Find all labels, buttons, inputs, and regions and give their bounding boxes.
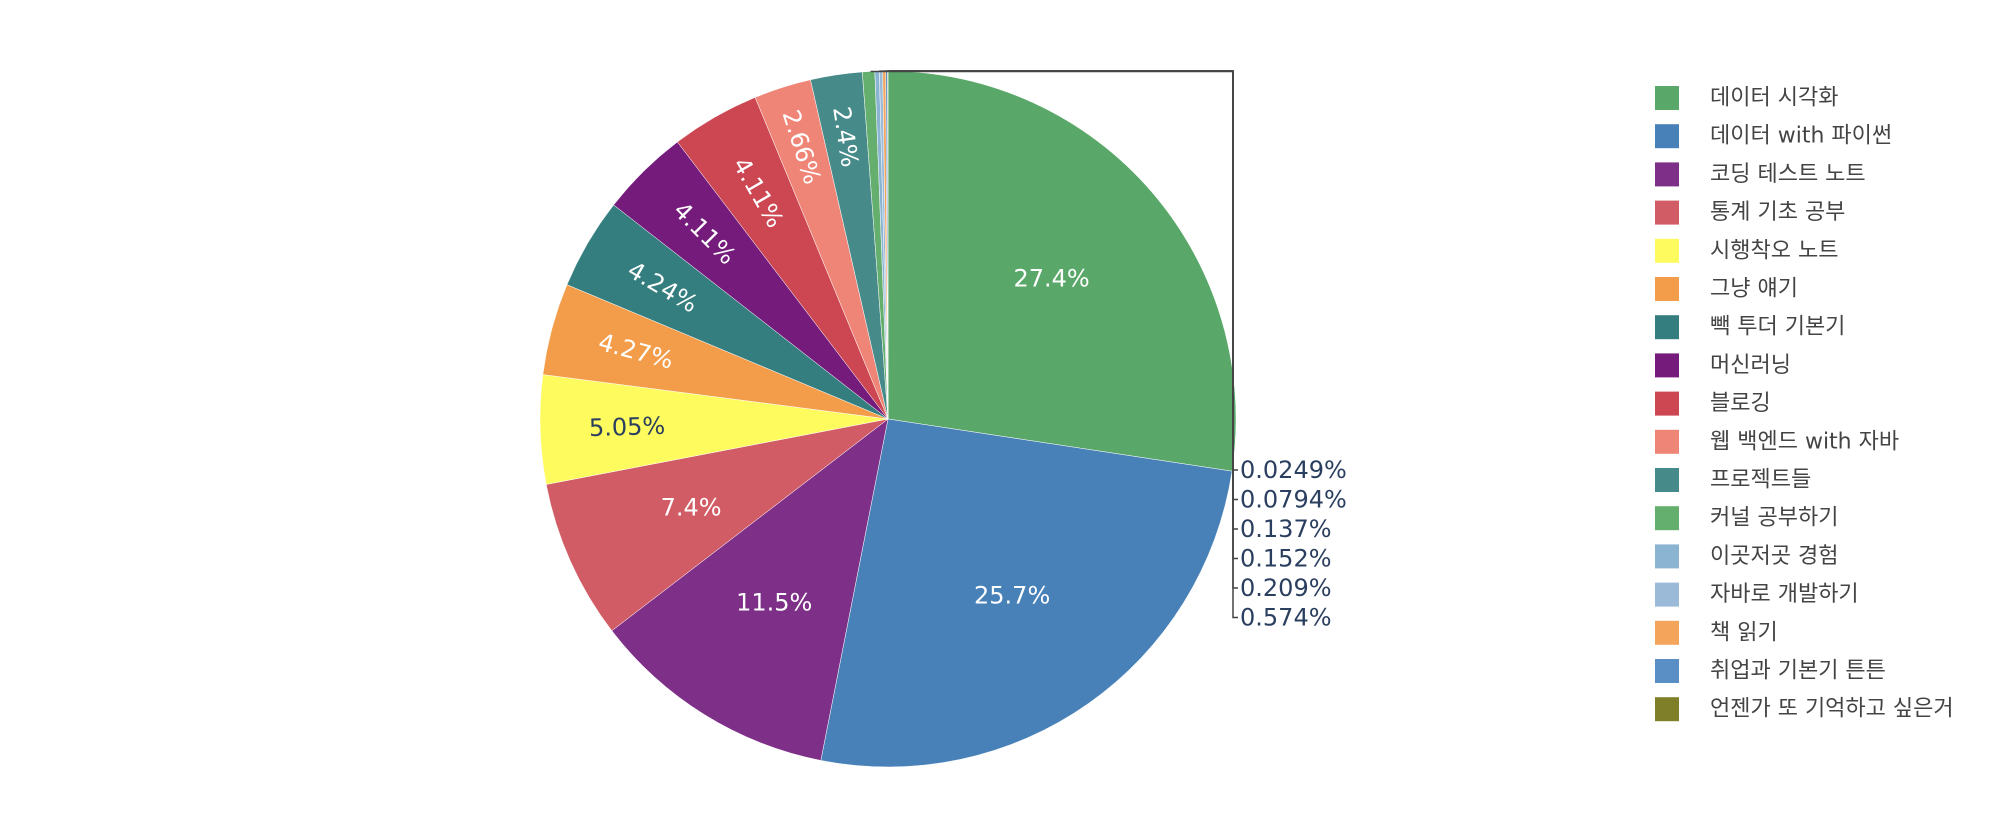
legend-label: 통계 기초 공부 (1710, 200, 1845, 225)
legend-item-12[interactable]: 이곳저곳 경험 (1655, 544, 1838, 569)
legend-label: 그냥 얘기 (1710, 277, 1798, 302)
pie-slice-label-16: 0.0249% (1240, 456, 1347, 484)
legend-swatch (1655, 200, 1679, 225)
legend-swatch (1655, 353, 1679, 378)
legend-label: 취업과 기본기 튼튼 (1710, 659, 1886, 684)
legend-item-7[interactable]: 머신러닝 (1655, 353, 1791, 378)
legend-label: 이곳저곳 경험 (1710, 544, 1838, 569)
legend-label: 빽 투더 기본기 (1710, 315, 1845, 340)
legend-swatch (1655, 506, 1679, 531)
legend-swatch (1655, 162, 1679, 187)
pie-slice-label-3: 7.4% (661, 493, 722, 521)
legend-label: 데이터 시각화 (1710, 86, 1838, 111)
legend-item-14[interactable]: 책 읽기 (1655, 620, 1778, 645)
legend-swatch (1655, 238, 1679, 263)
legend-swatch (1655, 659, 1679, 683)
legend-label: 웹 백엔드 with 자바 (1710, 429, 1899, 454)
legend-item-0[interactable]: 데이터 시각화 (1655, 86, 1838, 111)
legend-label: 블로깅 (1710, 391, 1771, 416)
legend-label: 커널 공부하기 (1710, 506, 1838, 531)
legend-item-11[interactable]: 커널 공부하기 (1655, 506, 1838, 531)
legend-item-15[interactable]: 취업과 기본기 튼튼 (1655, 659, 1886, 684)
legend-item-1[interactable]: 데이터 with 파이썬 (1655, 124, 1892, 149)
legend-label: 시행착오 노트 (1710, 238, 1838, 263)
legend-swatch (1655, 315, 1679, 340)
pie-slice-label-2: 11.5% (736, 588, 812, 616)
legend-label: 언젠가 또 기억하고 싶은거 (1710, 697, 1954, 722)
pie-slice-label-12: 0.209% (1240, 574, 1332, 602)
legend-swatch (1655, 582, 1679, 607)
legend-label: 자바로 개발하기 (1710, 582, 1859, 607)
legend-item-8[interactable]: 블로깅 (1655, 391, 1771, 416)
legend-swatch (1655, 86, 1679, 110)
pie-slice-label-13: 0.152% (1240, 545, 1332, 573)
pie-outside-labels: 0.0249%0.0794%0.137%0.152%0.209%0.574% (870, 70, 1347, 632)
legend-label: 프로젝트들 (1710, 468, 1811, 493)
legend-swatch (1655, 468, 1679, 492)
legend-item-13[interactable]: 자바로 개발하기 (1655, 582, 1859, 607)
pie-slice-2[interactable] (611, 418, 889, 761)
legend-swatch (1655, 697, 1679, 722)
pie-slice-label-11: 0.574% (1240, 604, 1332, 632)
legend-item-3[interactable]: 통계 기초 공부 (1655, 200, 1845, 225)
legend-item-16[interactable]: 언젠가 또 기억하고 싶은거 (1655, 697, 1954, 722)
legend-item-10[interactable]: 프로젝트들 (1655, 468, 1811, 493)
legend-swatch (1655, 124, 1679, 149)
legend-item-2[interactable]: 코딩 테스트 노트 (1655, 162, 1866, 187)
pie-slice-label-15: 0.0794% (1240, 486, 1347, 514)
legend-swatch (1655, 277, 1679, 301)
pie-slices (539, 70, 1237, 768)
legend-label: 책 읽기 (1710, 620, 1778, 645)
legend-swatch (1655, 620, 1679, 645)
legend-swatch (1655, 391, 1679, 416)
legend-item-4[interactable]: 시행착오 노트 (1655, 238, 1838, 263)
legend-label: 코딩 테스트 노트 (1710, 162, 1866, 187)
legend-item-5[interactable]: 그냥 얘기 (1655, 277, 1798, 302)
pie-slice-label-14: 0.137% (1240, 515, 1332, 543)
legend-label: 머신러닝 (1710, 353, 1791, 378)
pie-slice-3[interactable] (545, 418, 889, 632)
pie-slice-label-1: 25.7% (974, 581, 1050, 609)
legend-swatch (1655, 429, 1679, 454)
pie-slice-label-4: 5.05% (589, 412, 666, 442)
legend-item-9[interactable]: 웹 백엔드 with 자바 (1655, 429, 1899, 454)
pie-slice-0[interactable] (887, 70, 1237, 472)
pie-slice-label-0: 27.4% (1013, 264, 1089, 292)
legend-swatch (1655, 544, 1679, 569)
legend-label: 데이터 with 파이썬 (1710, 124, 1892, 149)
pie-leader-line-11 (870, 70, 1238, 619)
legend-item-6[interactable]: 빽 투더 기본기 (1655, 315, 1845, 340)
pie-slice-1[interactable] (820, 418, 1233, 768)
